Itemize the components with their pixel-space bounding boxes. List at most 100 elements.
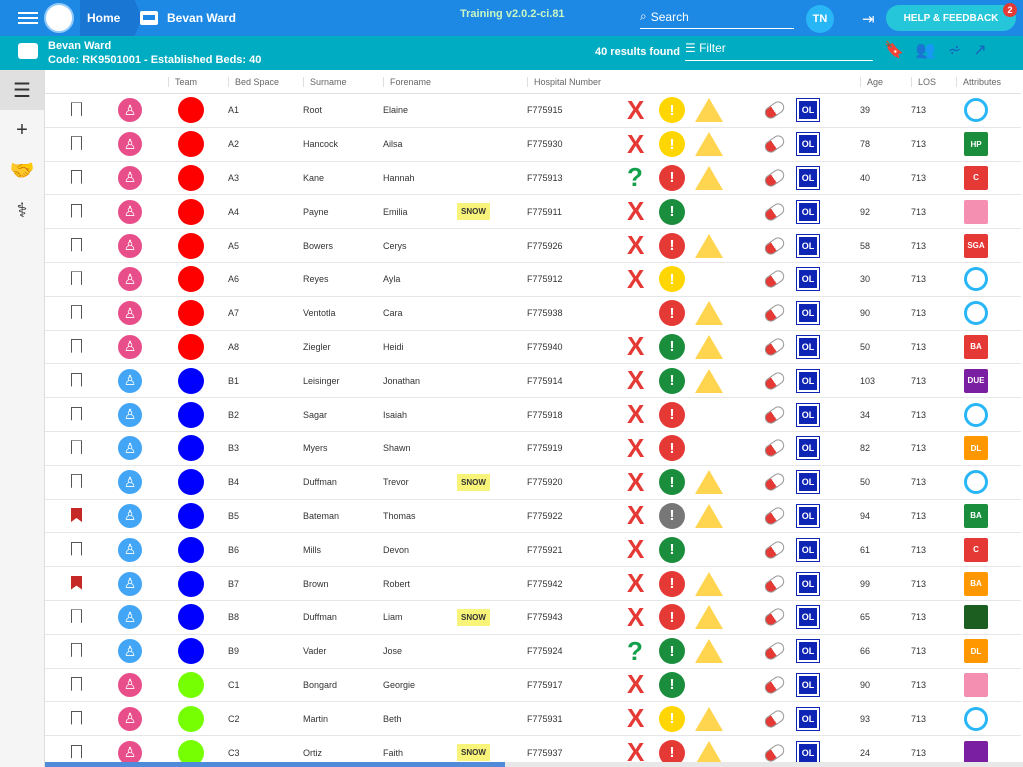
warning-icon (695, 706, 723, 731)
bookmark-icon[interactable] (71, 102, 82, 117)
search-input[interactable]: ⌕ Search (640, 5, 794, 29)
age: 78 (860, 139, 871, 150)
bed-space: B7 (228, 578, 240, 589)
status-x-icon: X (627, 128, 645, 159)
age: 50 (860, 477, 871, 488)
attribute-badge (964, 672, 988, 697)
bookmark-icon[interactable] (71, 338, 82, 353)
breadcrumb-home[interactable]: Home (80, 0, 142, 36)
bookmark-icon[interactable] (71, 474, 82, 489)
attribute-badge (964, 301, 988, 326)
column-los[interactable]: LOS (911, 76, 956, 87)
bookmark-icon[interactable] (71, 271, 82, 286)
ol-badge: OL (796, 571, 820, 596)
list-view-icon[interactable]: ☰ (0, 70, 44, 110)
column-team[interactable]: Team (168, 76, 228, 87)
table-row[interactable]: ♙ B4 Duffman Trevor SNOW F775920 X ! OL … (45, 466, 1021, 500)
table-row[interactable]: ♙ A2 Hancock Ailsa F775930 X ! OL 78 713… (45, 128, 1021, 162)
bookmark-icon[interactable] (71, 575, 82, 590)
column-surname[interactable]: Surname (303, 76, 383, 87)
warning-icon (695, 301, 723, 326)
bookmark-icon[interactable] (71, 203, 82, 218)
alert-icon: ! (659, 164, 685, 191)
bookmark-icon[interactable] (71, 305, 82, 320)
bookmark-icon[interactable] (71, 541, 82, 556)
horizontal-scrollbar[interactable] (45, 762, 1023, 767)
table-row[interactable]: ♙ C3 Ortiz Faith SNOW F775937 X ! OL 24 … (45, 736, 1021, 762)
notification-badge: 2 (1003, 3, 1017, 17)
table-row[interactable]: ♙ B2 Sagar Isaiah F775918 X ! OL 34 713 (45, 398, 1021, 432)
los: 713 (911, 713, 927, 724)
ward-name: Bevan Ward (48, 40, 112, 52)
age: 66 (860, 646, 871, 657)
avatar[interactable]: TN (806, 5, 834, 33)
table-row[interactable]: ♙ A4 Payne Emilia SNOW F775911 X ! OL 92… (45, 195, 1021, 230)
team-indicator (178, 333, 204, 360)
table-row[interactable]: ♙ A5 Bowers Cerys F775926 X ! OL 58 713 … (45, 229, 1021, 263)
column-attributes[interactable]: Attributes (956, 76, 1021, 87)
menu-icon[interactable] (18, 9, 38, 27)
table-row[interactable]: ♙ B7 Brown Robert F775942 X ! OL 99 713 … (45, 567, 1021, 601)
surname: Root (303, 105, 323, 116)
bookmark-icon[interactable] (71, 609, 82, 624)
status-x-icon: X (627, 365, 645, 396)
table-row[interactable]: ♙ C1 Bongard Georgie F775917 X ! OL 90 7… (45, 669, 1021, 703)
add-icon[interactable]: + (16, 118, 28, 141)
table-row[interactable]: ♙ B1 Leisinger Jonathan F775914 X ! OL 1… (45, 364, 1021, 399)
table-row[interactable]: ♙ C2 Martin Beth F775931 X ! OL 93 713 (45, 702, 1021, 737)
table-row[interactable]: ♙ B3 Myers Shawn F775919 X ! OL 82 713 D… (45, 432, 1021, 466)
handshake-icon[interactable]: 🤝 (9, 159, 35, 182)
bookmark-icon[interactable] (71, 440, 82, 455)
forename: Elaine (383, 105, 409, 116)
table-row[interactable]: ♙ B6 Mills Devon F775921 X ! OL 61 713 C (45, 533, 1021, 568)
bookmark-icon[interactable] (71, 643, 82, 658)
bookmark-icon[interactable] (71, 372, 82, 387)
male-icon: ♙ (118, 402, 142, 427)
table-row[interactable]: ♙ A7 Ventotla Cara F775938 ! OL 90 713 (45, 297, 1021, 331)
snow-badge: SNOW (457, 608, 490, 626)
los: 713 (911, 612, 927, 623)
help-feedback-button[interactable]: HELP & FEEDBACK (886, 5, 1016, 31)
male-icon: ♙ (118, 571, 142, 596)
table-row[interactable]: ♙ A8 Ziegler Heidi F775940 X ! OL 50 713… (45, 331, 1021, 365)
los: 713 (911, 240, 927, 251)
ol-badge: OL (796, 436, 820, 461)
breadcrumb-ward[interactable]: Bevan Ward (140, 0, 250, 36)
hospital-number: F775911 (527, 206, 562, 217)
age: 94 (860, 510, 871, 521)
table-row[interactable]: ♙ B8 Duffman Liam SNOW F775943 X ! OL 65… (45, 601, 1021, 635)
bookmark-icon[interactable] (71, 507, 82, 522)
bookmark-icon[interactable] (71, 136, 82, 151)
table-row[interactable]: ♙ B5 Bateman Thomas F775922 X ! OL 94 71… (45, 500, 1021, 534)
column-age[interactable]: Age (860, 76, 911, 87)
table-row[interactable]: ♙ A6 Reyes Ayla F775912 X ! OL 30 713 (45, 263, 1021, 297)
table-row[interactable]: ♙ B9 Vader Jose F775924 ? ! OL 66 713 DL (45, 635, 1021, 669)
filter-input[interactable]: ☰ Filter (685, 41, 873, 61)
attribute-badge (964, 402, 988, 427)
bookmark-filter-icon[interactable]: 🔖 (884, 42, 904, 59)
add-filter-icon[interactable]: ⩫ (947, 42, 962, 59)
bookmark-icon[interactable] (71, 237, 82, 252)
column-hospital-number[interactable]: Hospital Number (527, 76, 627, 87)
stethoscope-icon[interactable]: ⚕ (16, 199, 28, 222)
status-x-icon: X (627, 399, 645, 430)
table-row[interactable]: ♙ A3 Kane Hannah F775913 ? ! OL 40 713 C (45, 162, 1021, 196)
column-forename[interactable]: Forename (383, 76, 457, 87)
table-row[interactable]: ♙ A1 Root Elaine F775915 X ! OL 39 713 (45, 94, 1021, 128)
column-bed-space[interactable]: Bed Space (228, 76, 303, 87)
medication-icon (762, 674, 787, 696)
bookmark-icon[interactable] (71, 744, 82, 759)
surname: Duffman (303, 612, 337, 623)
bookmark-icon[interactable] (71, 169, 82, 184)
bookmark-icon[interactable] (71, 710, 82, 725)
bookmark-icon[interactable] (71, 406, 82, 421)
status-x-icon: X (627, 737, 645, 762)
team-settings-icon[interactable]: 👥 (915, 42, 936, 59)
open-external-icon[interactable]: ↗ (973, 42, 987, 59)
bookmark-icon[interactable] (71, 676, 82, 691)
alert-icon: ! (659, 232, 685, 259)
surname: Martin (303, 713, 329, 724)
scrollbar-thumb[interactable] (45, 762, 505, 767)
warning-icon (695, 165, 723, 190)
logout-icon[interactable]: ⇥ (862, 11, 875, 28)
